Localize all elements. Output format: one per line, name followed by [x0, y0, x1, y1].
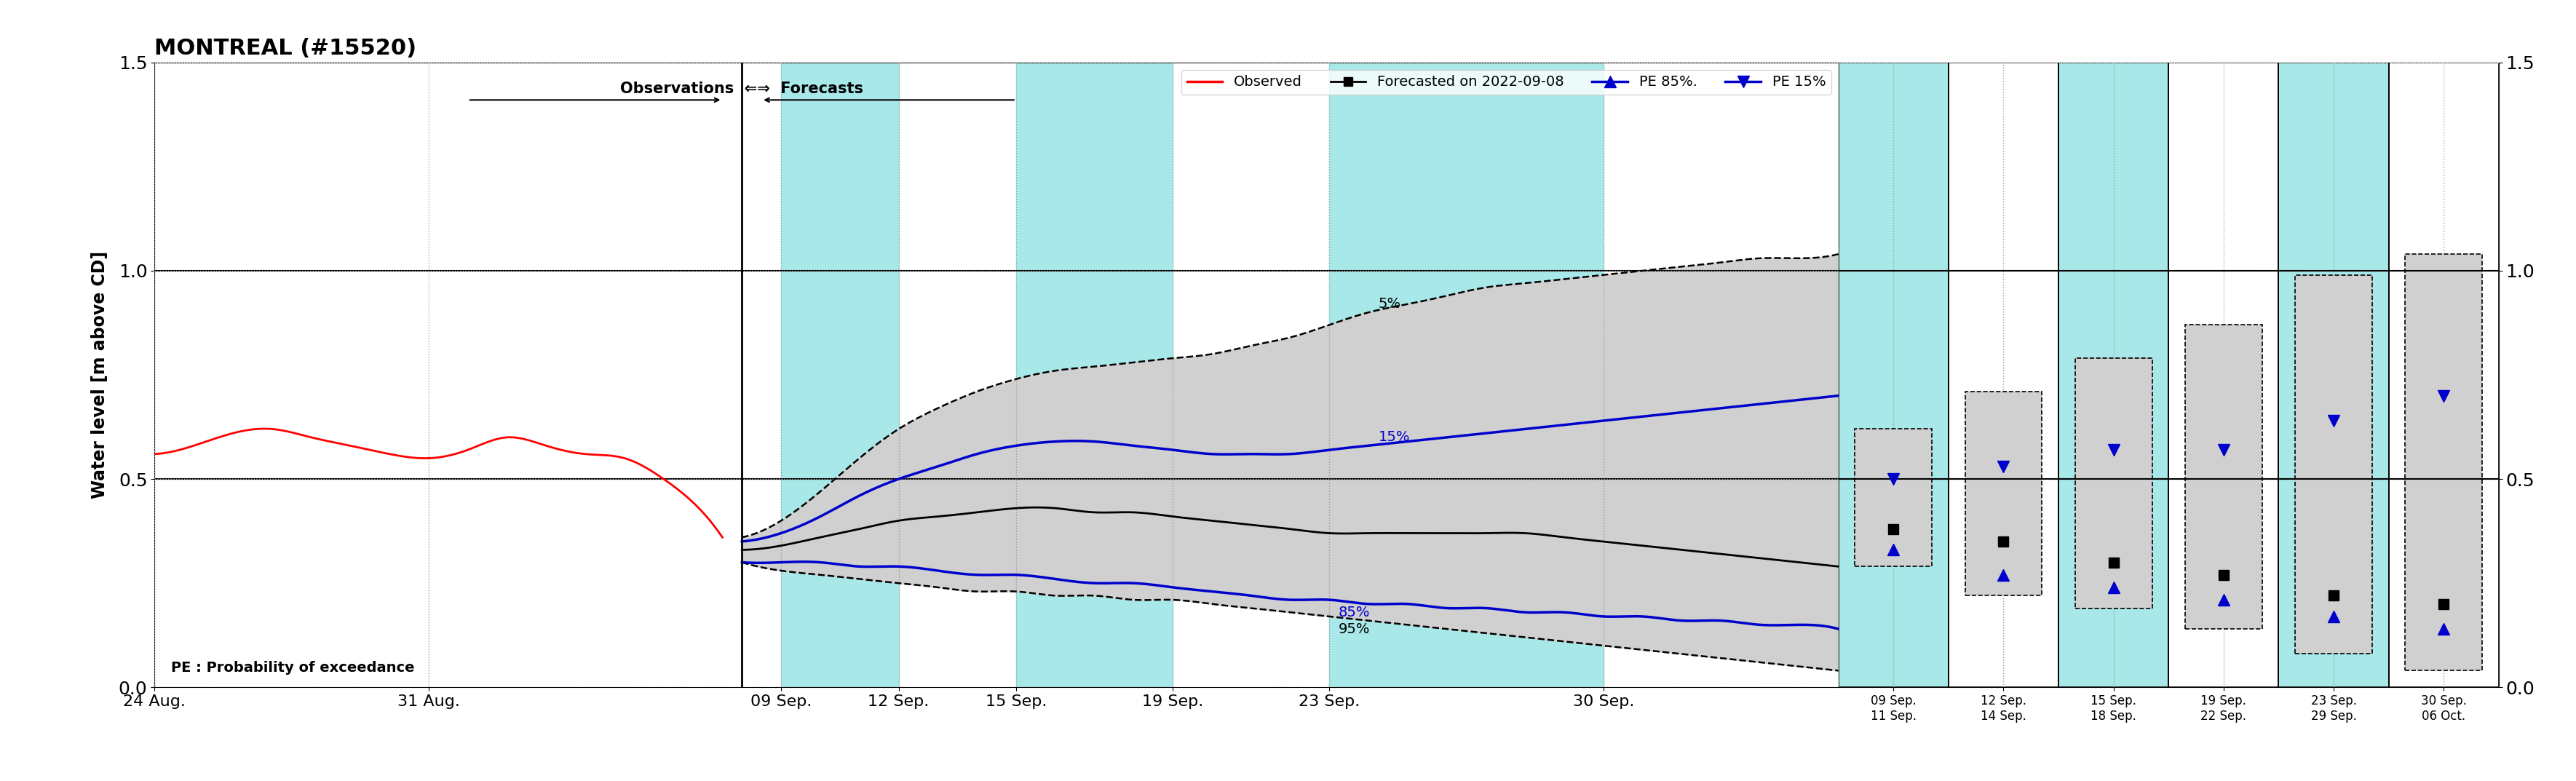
Bar	[2169, 62, 2280, 687]
Text: MONTREAL (#15520): MONTREAL (#15520)	[155, 37, 417, 59]
Text: PE : Probability of exceedance: PE : Probability of exceedance	[173, 661, 415, 675]
Bar	[2280, 62, 2388, 687]
Text: 15%: 15%	[1378, 430, 1409, 444]
Bar	[2076, 358, 2151, 608]
Bar	[2388, 62, 2499, 687]
Bar	[1839, 62, 1947, 687]
Legend: Observed, Forecasted on 2022-09-08, PE 85%., PE 15%: Observed, Forecasted on 2022-09-08, PE 8…	[1182, 70, 1832, 95]
Bar	[2406, 254, 2483, 671]
Text: 85%: 85%	[1340, 605, 1370, 619]
Bar	[1947, 62, 2058, 687]
Bar	[2295, 275, 2372, 654]
Y-axis label: Water level [m above CD]: Water level [m above CD]	[90, 251, 108, 498]
Text: 95%: 95%	[1340, 622, 1370, 637]
Bar	[1329, 62, 1602, 687]
Text: 5%: 5%	[1378, 297, 1401, 311]
Bar	[1855, 429, 1932, 566]
Bar	[1015, 62, 1172, 687]
Bar	[781, 62, 899, 687]
Bar	[2058, 62, 2169, 687]
Bar	[1965, 391, 2043, 596]
Text: Observations  ⇐⇒  Forecasts: Observations ⇐⇒ Forecasts	[621, 81, 863, 96]
Bar	[2184, 325, 2262, 629]
